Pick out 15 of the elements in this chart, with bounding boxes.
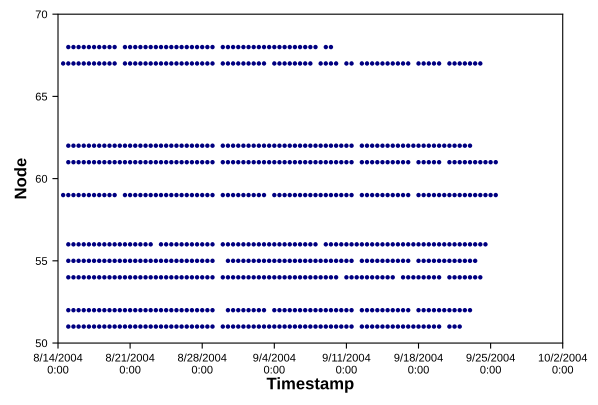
x-tick-label: 9/25/2004 0:00 (466, 353, 516, 374)
y-tick-label: 50 (36, 339, 48, 348)
y-tick-label: 65 (36, 92, 48, 101)
y-tick-label: 55 (36, 257, 48, 265)
x-tick-label: 8/14/2004 0:00 (34, 353, 82, 374)
x-tick-label: 8/28/2004 0:00 (178, 353, 227, 374)
x-tick-label: 9/18/2004 0:00 (394, 353, 443, 374)
x-tick-label: 9/4/2004 0:00 (253, 353, 296, 374)
x-tick-label: 8/21/2004 0:00 (106, 353, 154, 374)
y-axis-title: Node (14, 158, 26, 198)
y-tick-label: 70 (36, 10, 48, 18)
x-tick-label: 10/2/2004 0:00 (538, 353, 588, 374)
x-tick-label: 9/11/2004 0:00 (322, 353, 370, 374)
y-tick-label: 60 (36, 174, 48, 183)
x-axis-title: Timestamp (266, 377, 354, 393)
